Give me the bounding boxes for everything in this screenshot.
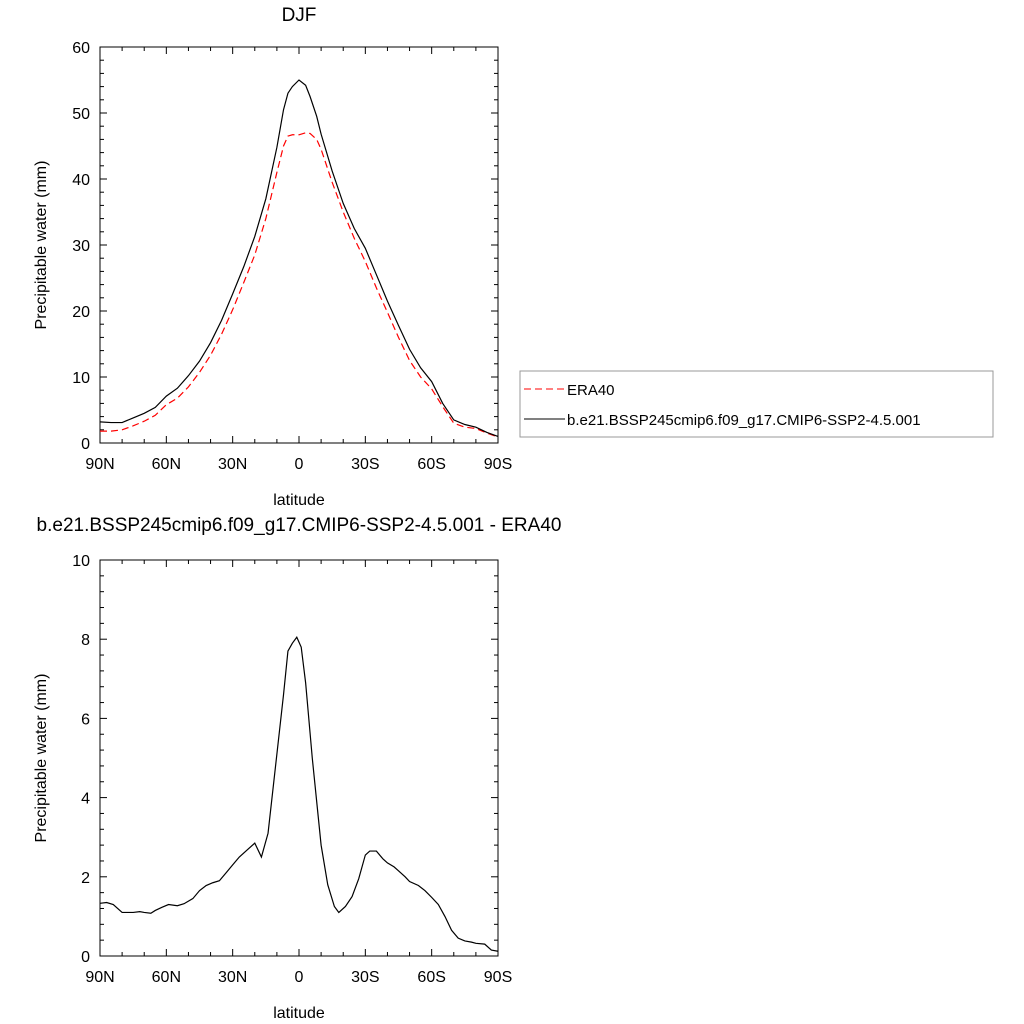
legend-label-model: b.e21.BSSP245cmip6.f09_g17.CMIP6-SSP2-4.…: [567, 412, 921, 429]
bottom-plot-frame: [99, 559, 499, 957]
legend-label-era40: ERA40: [567, 382, 615, 399]
top-series-line-1: [99, 79, 499, 437]
top-x-tick-label: 30N: [218, 456, 247, 473]
bottom-y-tick-label: 8: [81, 632, 90, 649]
top-y-tick-label: 40: [72, 172, 90, 189]
bottom-y-tick-label: 4: [81, 791, 90, 808]
top-y-tick-label: 20: [72, 304, 90, 321]
top-plot-frame: [99, 46, 499, 444]
bottom-series: [99, 636, 499, 952]
bottom-x-tick-label: 60S: [417, 969, 445, 986]
bottom-x-tick-label: 0: [295, 969, 304, 986]
top-y-tick-label: 10: [72, 370, 90, 387]
bottom-x-tick-label: 30N: [218, 969, 247, 986]
bottom-x-tick-label: 30S: [351, 969, 379, 986]
legend: ERA40 b.e21.BSSP245cmip6.f09_g17.CMIP6-S…: [519, 370, 994, 438]
top-y-tick-label: 50: [72, 106, 90, 123]
bottom-ticks: 90N 60N 30N 0 30S 60S 90S 0 2 4 6 8 10: [72, 553, 512, 986]
top-ticks: 90N 60N 30N 0 30S 60S 90S 0 10 20 30 40 50 60: [72, 40, 512, 473]
top-x-tick-label: 60S: [417, 456, 445, 473]
bottom-y-tick-label: 10: [72, 553, 90, 570]
top-y-tick-label: 30: [72, 238, 90, 255]
bottom-x-axis-label: latitude: [273, 1005, 325, 1022]
top-x-axis-label: latitude: [273, 492, 325, 509]
bottom-x-tick-label: 60N: [152, 969, 181, 986]
bottom-y-tick-label: 2: [81, 870, 90, 887]
top-panel: DJF 90N 60N 30N 0 30S 60S 90S 0 10 20 30 40 50 60 lat…: [33, 5, 512, 509]
top-y-axis-label: Precipitable water (mm): [33, 161, 50, 330]
legend-box: [519, 370, 994, 438]
top-x-tick-label: 90N: [85, 456, 114, 473]
bottom-y-tick-label: 0: [81, 949, 90, 966]
top-y-tick-label: 60: [72, 40, 90, 57]
bottom-x-tick-label: 90N: [85, 969, 114, 986]
top-series: [99, 79, 499, 438]
bottom-y-axis-label: Precipitable water (mm): [33, 674, 50, 843]
top-x-tick-label: 0: [295, 456, 304, 473]
top-x-tick-label: 30S: [351, 456, 379, 473]
bottom-series-line-0: [99, 636, 499, 952]
bottom-x-tick-label: 90S: [484, 969, 512, 986]
top-x-tick-label: 60N: [152, 456, 181, 473]
bottom-chart-title: b.e21.BSSP245cmip6.f09_g17.CMIP6-SSP2-4.…: [37, 515, 562, 536]
top-x-tick-label: 90S: [484, 456, 512, 473]
bottom-y-tick-label: 6: [81, 711, 90, 728]
top-series-line-0: [100, 132, 499, 438]
top-y-tick-label: 0: [81, 436, 90, 453]
top-chart-title: DJF: [282, 5, 317, 26]
bottom-panel: b.e21.BSSP245cmip6.f09_g17.CMIP6-SSP2-4.…: [33, 515, 561, 1022]
